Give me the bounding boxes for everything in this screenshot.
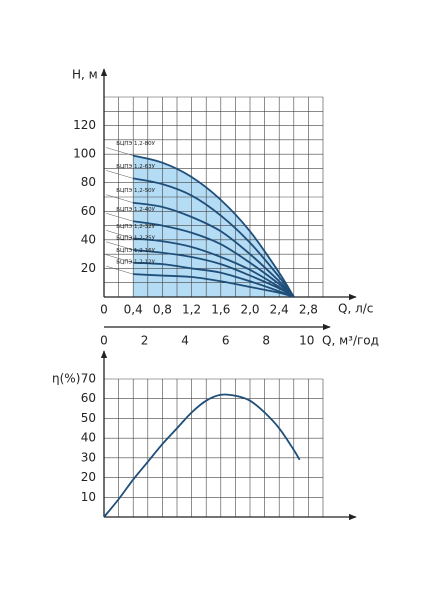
y-axis-label: H, м: [72, 68, 98, 82]
y-tick-label: 40: [81, 431, 96, 445]
y-tick-label: 60: [81, 204, 96, 218]
y-tick-label: 50: [81, 411, 96, 425]
y-axis-label: η(%): [52, 372, 80, 386]
x-tick-label: 2,8: [299, 303, 318, 317]
x2-tick-label: 2: [141, 334, 149, 348]
label-leader: [106, 170, 134, 179]
label-leader: [106, 241, 134, 251]
y-tick-label: 60: [81, 391, 96, 405]
x2-tick-label: 6: [222, 334, 230, 348]
series-label: БЦПЭ 1,2-50У: [116, 188, 155, 194]
line: [133, 220, 295, 298]
x-tick-label: 1,6: [211, 303, 230, 317]
label-leader: [106, 213, 134, 222]
x-tick-label: 1,2: [182, 303, 201, 317]
series-label: БЦПЭ 1,2-16У: [116, 248, 155, 254]
series-label: БЦПЭ 1,2-12У: [116, 260, 155, 266]
x2-tick-label: 4: [181, 334, 189, 348]
x-axis-label: Q, л/с: [338, 302, 373, 316]
line: [133, 201, 295, 298]
x2-tick-label: 10: [299, 334, 314, 348]
line: [132, 154, 295, 298]
y-tick-label: 40: [81, 232, 96, 246]
line: [103, 393, 301, 518]
x-tick-label: 0: [100, 303, 108, 317]
x2-tick-label: 0: [100, 334, 108, 348]
x-tick-label: 0,8: [153, 303, 172, 317]
series-label: БЦПЭ 1,2-63У: [116, 164, 155, 170]
label-leader: [106, 265, 134, 275]
label-leader: [106, 230, 134, 239]
y-tick-label: 30: [81, 450, 96, 464]
series-label: БЦПЭ 1,2-80У: [116, 141, 155, 147]
line: [133, 237, 295, 298]
y-tick-label: 120: [73, 118, 96, 132]
series-label: БЦПЭ 1,2-32У: [116, 224, 155, 230]
x2-tick-label: 8: [262, 334, 270, 348]
label-leader: [106, 147, 134, 156]
series-label: БЦПЭ 1,2-40У: [116, 207, 155, 213]
y-tick-label: 100: [73, 147, 96, 161]
y-tick-label: 20: [81, 261, 96, 275]
label-leader: [106, 254, 134, 263]
label-leader: [106, 194, 134, 203]
y-tick-label: 10: [81, 490, 96, 504]
line: [133, 177, 295, 298]
line: [133, 273, 295, 298]
y-tick-label: 20: [81, 470, 96, 484]
x-tick-label: 2,0: [240, 303, 259, 317]
x-tick-label: 2,4: [270, 303, 289, 317]
x2-axis-label: Q, м³/год: [322, 334, 379, 348]
line: [133, 261, 295, 298]
series-label: БЦПЭ 1,2-25У: [116, 235, 155, 241]
y-tick-label: 70: [81, 372, 96, 386]
line: [133, 248, 295, 298]
x-tick-label: 0,4: [124, 303, 143, 317]
y-tick-label: 80: [81, 175, 96, 189]
